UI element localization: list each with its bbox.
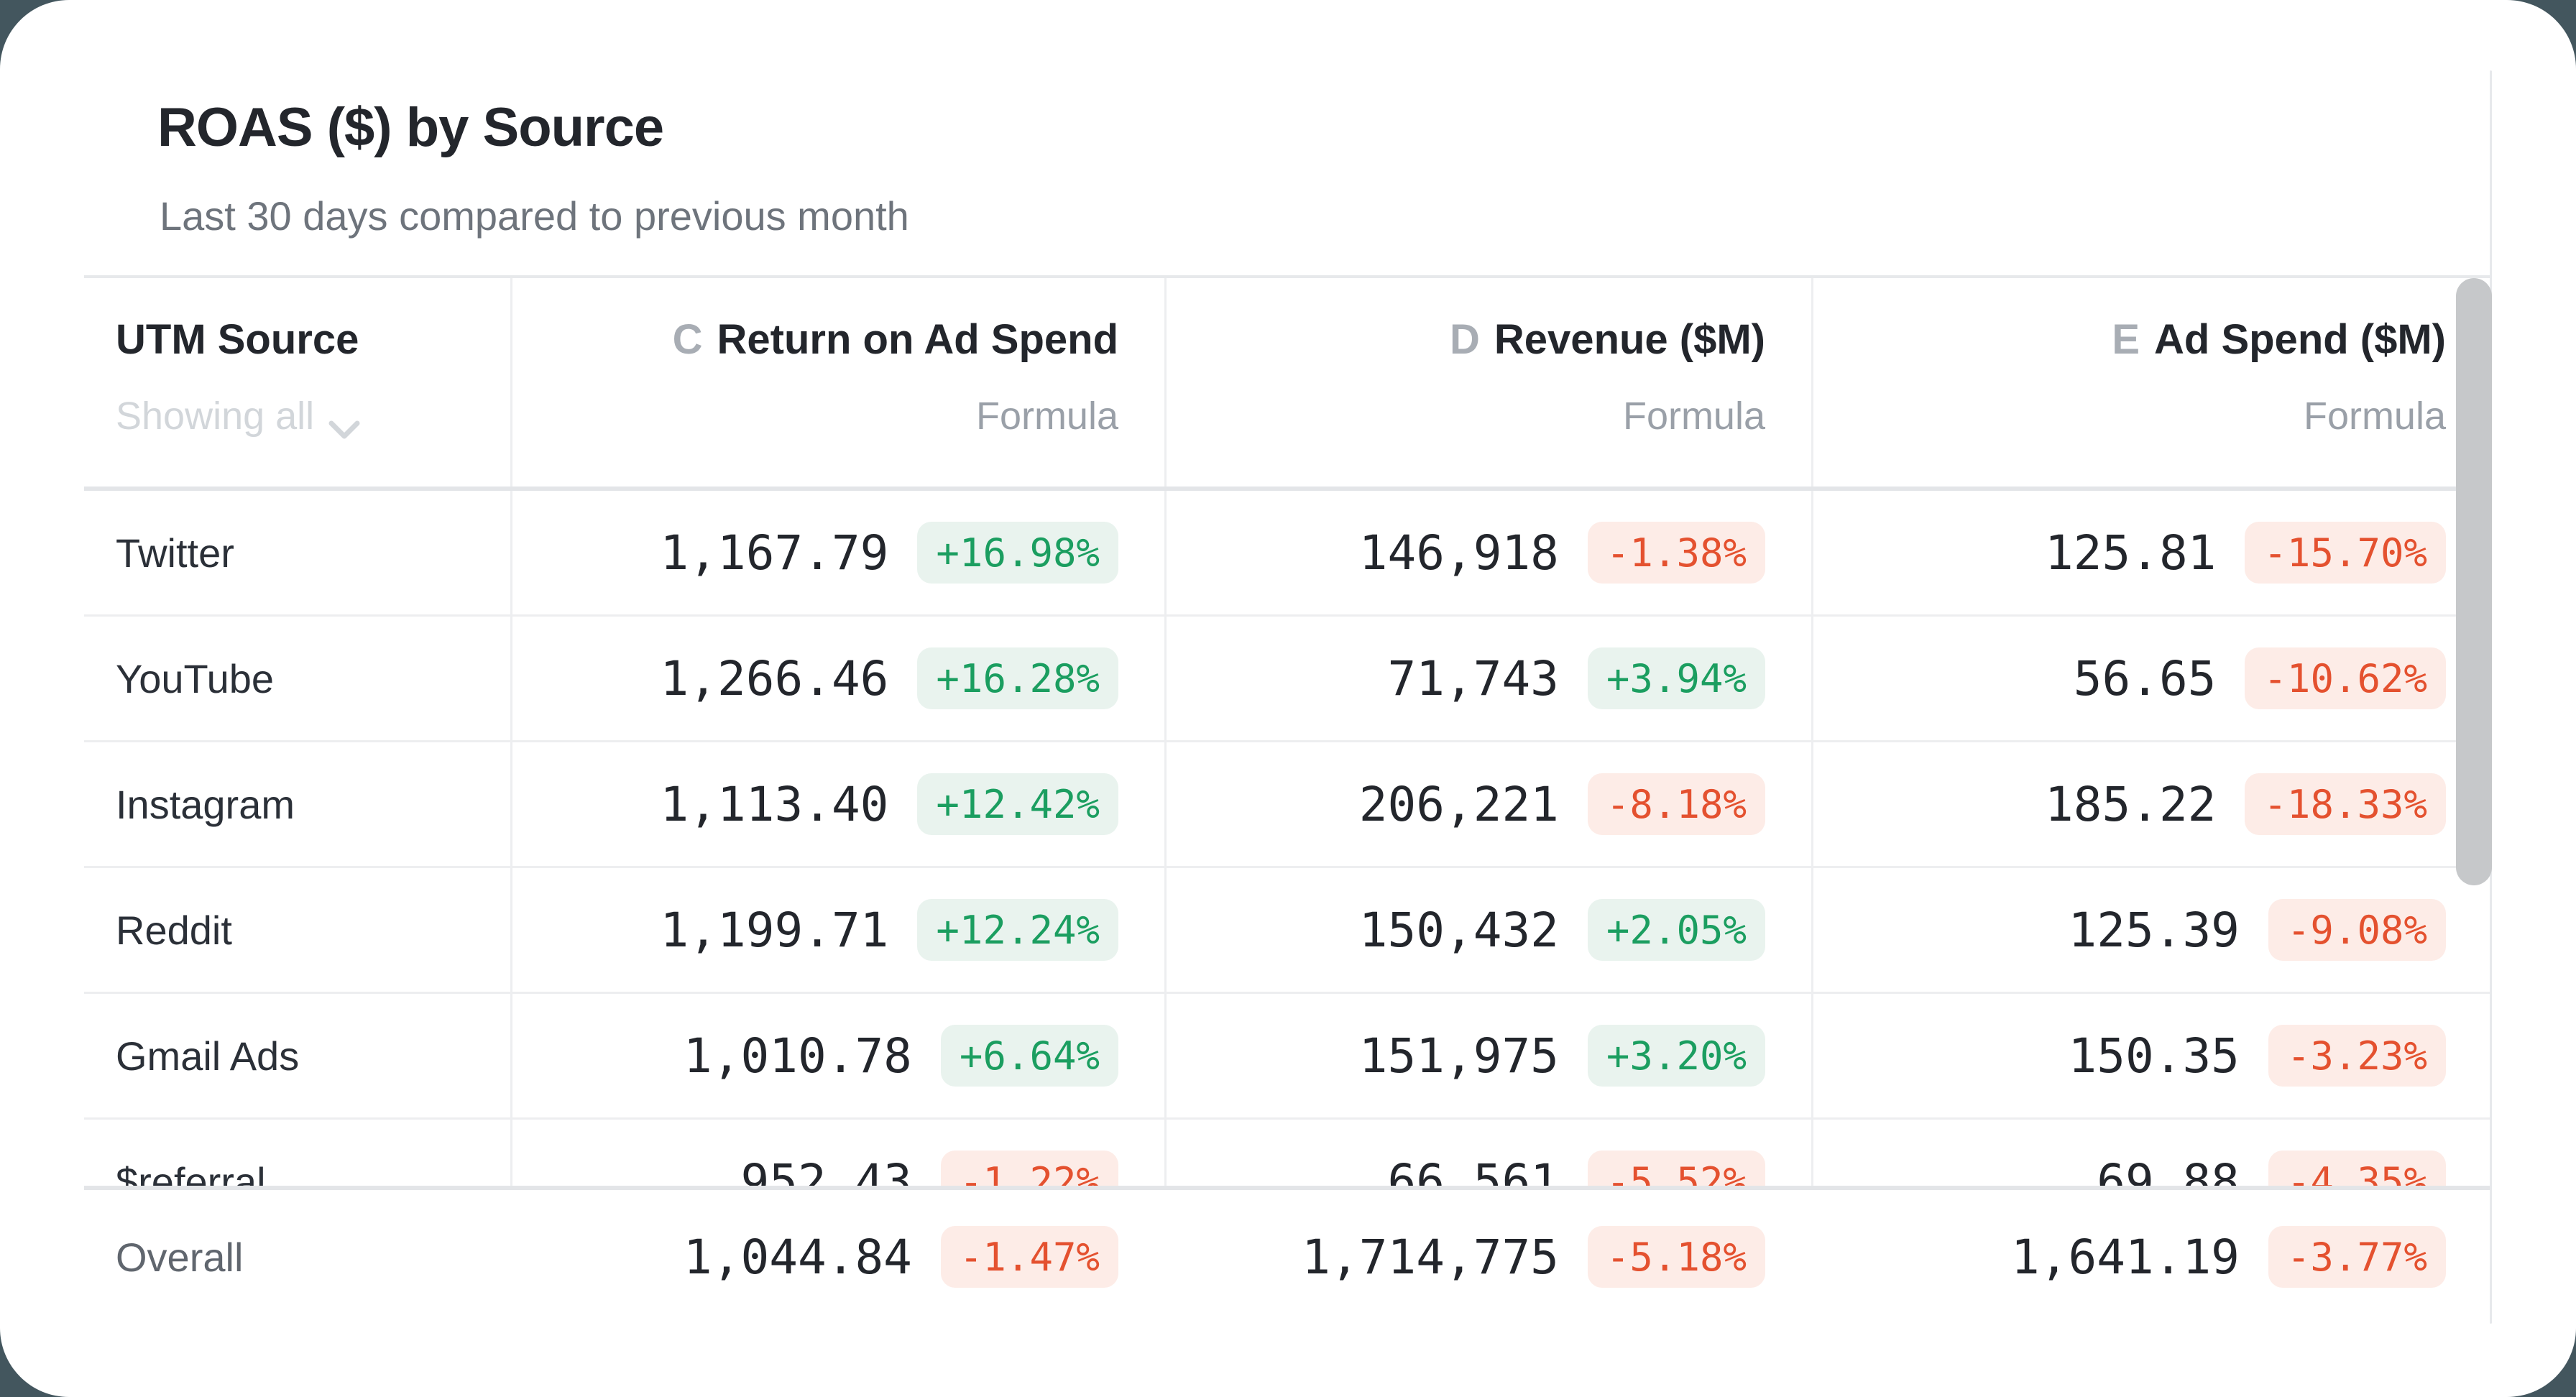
revenue-value: 206,221 — [1358, 776, 1559, 832]
roas-value: 1,199.71 — [660, 902, 889, 958]
table-row: Instagram 1,113.40 +12.42% 206,221 -8.18… — [84, 742, 2492, 868]
ad-spend-value: 69.88 — [2097, 1153, 2240, 1186]
page-subtitle: Last 30 days compared to previous month — [160, 193, 909, 239]
roas-value: 1,113.40 — [660, 776, 889, 832]
roas-change-badge: +12.24% — [917, 899, 1118, 961]
table-row: Gmail Ads 1,010.78 +6.64% 151,975 +3.20%… — [84, 994, 2492, 1120]
roas-change-badge: +6.64% — [940, 1025, 1118, 1087]
table-footer-row: Overall 1,044.84 -1.47% 1,714,775 -5.18%… — [84, 1186, 2492, 1324]
roas-value: 1,167.79 — [660, 525, 889, 581]
table-row: Reddit 1,199.71 +12.24% 150,432 +2.05% 1… — [84, 868, 2492, 994]
ad-spend-change-badge: -15.70% — [2245, 522, 2446, 584]
revenue-change-badge: -1.38% — [1587, 522, 1765, 584]
page-title: ROAS ($) by Source — [157, 97, 664, 158]
row-source-label: Reddit — [116, 907, 232, 953]
ad-spend-value: 185.22 — [2045, 776, 2217, 832]
row-source-label: YouTube — [116, 655, 275, 701]
ad-spend-change-badge: -3.23% — [2268, 1025, 2446, 1087]
table-body-scroll-area: Twitter 1,167.79 +16.98% 146,918 -1.38% … — [84, 491, 2492, 1186]
ad-spend-change-badge: -18.33% — [2245, 773, 2446, 835]
column-header-utm-source: UTM Source Showing all — [84, 278, 510, 487]
column-letter: C — [672, 316, 703, 363]
roas-table: UTM Source Showing all C Return on Ad Sp… — [84, 275, 2492, 1324]
row-source-label: Twitter — [116, 530, 234, 576]
revenue-change-badge: +2.05% — [1587, 899, 1765, 961]
table-header-row: UTM Source Showing all C Return on Ad Sp… — [84, 275, 2492, 491]
column-header-revenue[interactable]: D Revenue ($M) Formula — [1164, 278, 1811, 487]
revenue-value: 146,918 — [1358, 525, 1559, 581]
column-label: Revenue ($M) — [1494, 316, 1765, 363]
roas-value: 952.43 — [740, 1153, 912, 1186]
ad-spend-change-badge: -4.35% — [2268, 1151, 2446, 1186]
revenue-value: 71,743 — [1387, 650, 1559, 706]
utm-source-label: UTM Source — [116, 316, 359, 363]
revenue-value: 150,432 — [1358, 902, 1559, 958]
column-letter: D — [1450, 316, 1480, 363]
roas-value: 1,266.46 — [660, 650, 889, 706]
column-header-ad-spend[interactable]: E Ad Spend ($M) Formula — [1811, 278, 2492, 487]
column-label: Return on Ad Spend — [717, 316, 1118, 363]
ad-spend-change-badge: -9.08% — [2268, 899, 2446, 961]
revenue-change-badge: -5.52% — [1587, 1151, 1765, 1186]
overall-ad-spend-change-badge: -3.77% — [2268, 1226, 2446, 1288]
overall-roas-value: 1,044.84 — [684, 1229, 912, 1285]
roas-change-badge: +16.98% — [917, 522, 1118, 584]
column-label: Ad Spend ($M) — [2154, 316, 2446, 363]
overall-roas-change-badge: -1.47% — [940, 1226, 1118, 1288]
row-source-label: Gmail Ads — [116, 1033, 300, 1079]
ad-spend-change-badge: -10.62% — [2245, 647, 2446, 709]
roas-change-badge: -1.22% — [940, 1151, 1118, 1186]
column-formula-label: Formula — [1622, 395, 1765, 438]
revenue-change-badge: +3.94% — [1587, 647, 1765, 709]
overall-revenue-value: 1,714,775 — [1302, 1229, 1559, 1285]
roas-change-badge: +16.28% — [917, 647, 1118, 709]
chevron-down-icon — [328, 405, 360, 439]
ad-spend-value: 125.81 — [2045, 525, 2217, 581]
table-row-clipped: $referral 952.43 -1.22% 66,561 -5.52% 69… — [84, 1120, 2492, 1186]
revenue-value: 151,975 — [1358, 1028, 1559, 1084]
row-source-label: Instagram — [116, 781, 295, 827]
table-row: YouTube 1,266.46 +16.28% 71,743 +3.94% 5… — [84, 617, 2492, 742]
table-row: Twitter 1,167.79 +16.98% 146,918 -1.38% … — [84, 491, 2492, 617]
ad-spend-value: 56.65 — [2073, 650, 2217, 706]
source-filter-dropdown[interactable]: Showing all — [116, 394, 360, 439]
column-formula-label: Formula — [2303, 395, 2446, 438]
revenue-change-badge: -8.18% — [1587, 773, 1765, 835]
ad-spend-value: 150.35 — [2068, 1028, 2240, 1084]
overall-ad-spend-value: 1,641.19 — [2011, 1229, 2240, 1285]
overall-label: Overall — [116, 1234, 244, 1280]
source-filter-label: Showing all — [116, 395, 315, 438]
ad-spend-value: 125.39 — [2068, 902, 2240, 958]
revenue-value: 66,561 — [1387, 1153, 1559, 1186]
roas-value: 1,010.78 — [684, 1028, 912, 1084]
revenue-change-badge: +3.20% — [1587, 1025, 1765, 1087]
row-source-label: $referral — [116, 1158, 266, 1186]
column-formula-label: Formula — [975, 395, 1118, 438]
roas-change-badge: +12.42% — [917, 773, 1118, 835]
column-letter: E — [2112, 316, 2140, 363]
column-header-roas[interactable]: C Return on Ad Spend Formula — [510, 278, 1164, 487]
vertical-scrollbar-thumb[interactable] — [2456, 278, 2492, 885]
overall-revenue-change-badge: -5.18% — [1587, 1226, 1765, 1288]
